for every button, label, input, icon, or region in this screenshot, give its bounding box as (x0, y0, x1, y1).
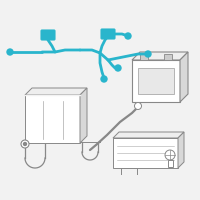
FancyBboxPatch shape (101, 29, 115, 39)
Circle shape (145, 51, 151, 57)
Polygon shape (25, 88, 87, 95)
Circle shape (21, 140, 29, 148)
Circle shape (115, 65, 121, 71)
Polygon shape (113, 132, 184, 138)
Bar (138, 68, 174, 94)
Polygon shape (132, 52, 188, 60)
Polygon shape (80, 88, 87, 143)
Bar (164, 54, 172, 60)
FancyBboxPatch shape (41, 30, 55, 40)
Circle shape (7, 49, 13, 55)
Circle shape (134, 102, 142, 110)
Bar (132, 60, 180, 102)
Bar (140, 54, 148, 60)
Circle shape (165, 150, 175, 160)
Polygon shape (180, 52, 188, 102)
Circle shape (24, 142, 26, 146)
Bar (25, 95, 80, 143)
Polygon shape (178, 132, 184, 168)
Bar (168, 160, 172, 167)
Circle shape (125, 33, 131, 39)
Bar (113, 138, 178, 168)
Circle shape (101, 76, 107, 82)
